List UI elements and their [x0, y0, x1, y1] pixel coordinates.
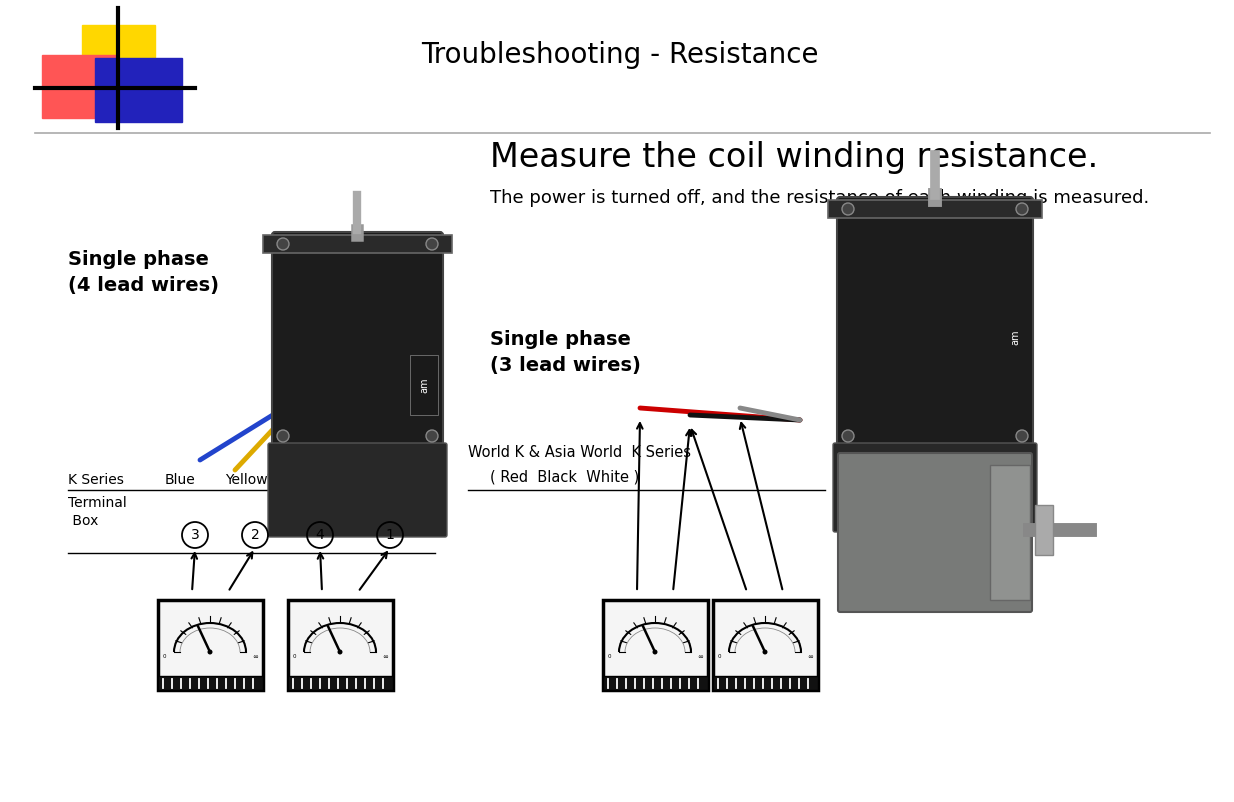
Text: Single phase
(3 lead wires): Single phase (3 lead wires)	[490, 330, 640, 375]
Text: Yellow: Yellow	[225, 473, 268, 487]
Circle shape	[276, 430, 289, 442]
Text: 3: 3	[190, 528, 200, 542]
Text: The power is turned off, and the resistance of each winding is measured.: The power is turned off, and the resista…	[490, 189, 1149, 207]
Bar	[1035, 505, 1053, 555]
Polygon shape	[42, 55, 118, 118]
Bar	[713, 600, 818, 690]
Circle shape	[842, 430, 854, 442]
Text: Single phase
(4 lead wires): Single phase (4 lead wires)	[68, 250, 218, 295]
Text: 0: 0	[292, 654, 296, 659]
Bar	[288, 676, 392, 690]
Bar	[158, 676, 263, 690]
Bar	[410, 355, 438, 415]
Bar	[603, 600, 708, 690]
Text: 4: 4	[316, 528, 325, 542]
Text: 0: 0	[608, 654, 612, 659]
Bar	[828, 200, 1041, 218]
Bar	[288, 600, 392, 690]
Text: White: White	[358, 473, 399, 487]
Circle shape	[1016, 203, 1028, 215]
FancyBboxPatch shape	[838, 453, 1032, 612]
Text: 0: 0	[163, 654, 167, 659]
Text: 0: 0	[718, 654, 722, 659]
Text: ∞: ∞	[697, 654, 703, 660]
Circle shape	[207, 650, 212, 654]
Text: Blue: Blue	[165, 473, 196, 487]
Text: 1: 1	[385, 528, 395, 542]
Circle shape	[842, 203, 854, 215]
Bar	[603, 676, 708, 690]
Polygon shape	[81, 25, 155, 90]
FancyBboxPatch shape	[271, 232, 443, 448]
Circle shape	[1016, 430, 1028, 442]
Text: Terminal: Terminal	[68, 496, 127, 510]
Text: Measure the coil winding resistance.: Measure the coil winding resistance.	[490, 141, 1098, 175]
FancyBboxPatch shape	[837, 197, 1033, 448]
Bar	[990, 465, 1030, 600]
Text: ∞: ∞	[252, 654, 258, 660]
Text: K Series: K Series	[68, 473, 123, 487]
Text: Black: Black	[295, 473, 333, 487]
Text: am: am	[420, 377, 429, 393]
Bar	[158, 600, 263, 690]
Circle shape	[763, 650, 768, 654]
Text: am: am	[1009, 330, 1021, 345]
Circle shape	[653, 650, 658, 654]
Text: Troubleshooting - Resistance: Troubleshooting - Resistance	[421, 41, 818, 69]
Text: World K & Asia World  K Series: World K & Asia World K Series	[468, 445, 691, 460]
Text: ∞: ∞	[383, 654, 387, 660]
Text: Box: Box	[68, 514, 99, 528]
FancyBboxPatch shape	[268, 443, 447, 537]
FancyBboxPatch shape	[833, 443, 1037, 532]
Circle shape	[426, 238, 438, 250]
Text: ∞: ∞	[807, 654, 813, 660]
Circle shape	[338, 650, 343, 654]
Text: 2: 2	[251, 528, 259, 542]
Bar	[713, 676, 818, 690]
Text: ( Red  Black  White ): ( Red Black White )	[490, 469, 639, 484]
Circle shape	[426, 430, 438, 442]
Polygon shape	[95, 58, 181, 122]
Circle shape	[276, 238, 289, 250]
Bar	[263, 235, 452, 253]
